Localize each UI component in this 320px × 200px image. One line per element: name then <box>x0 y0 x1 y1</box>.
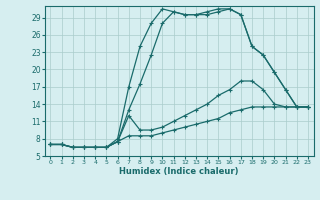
X-axis label: Humidex (Indice chaleur): Humidex (Indice chaleur) <box>119 167 239 176</box>
